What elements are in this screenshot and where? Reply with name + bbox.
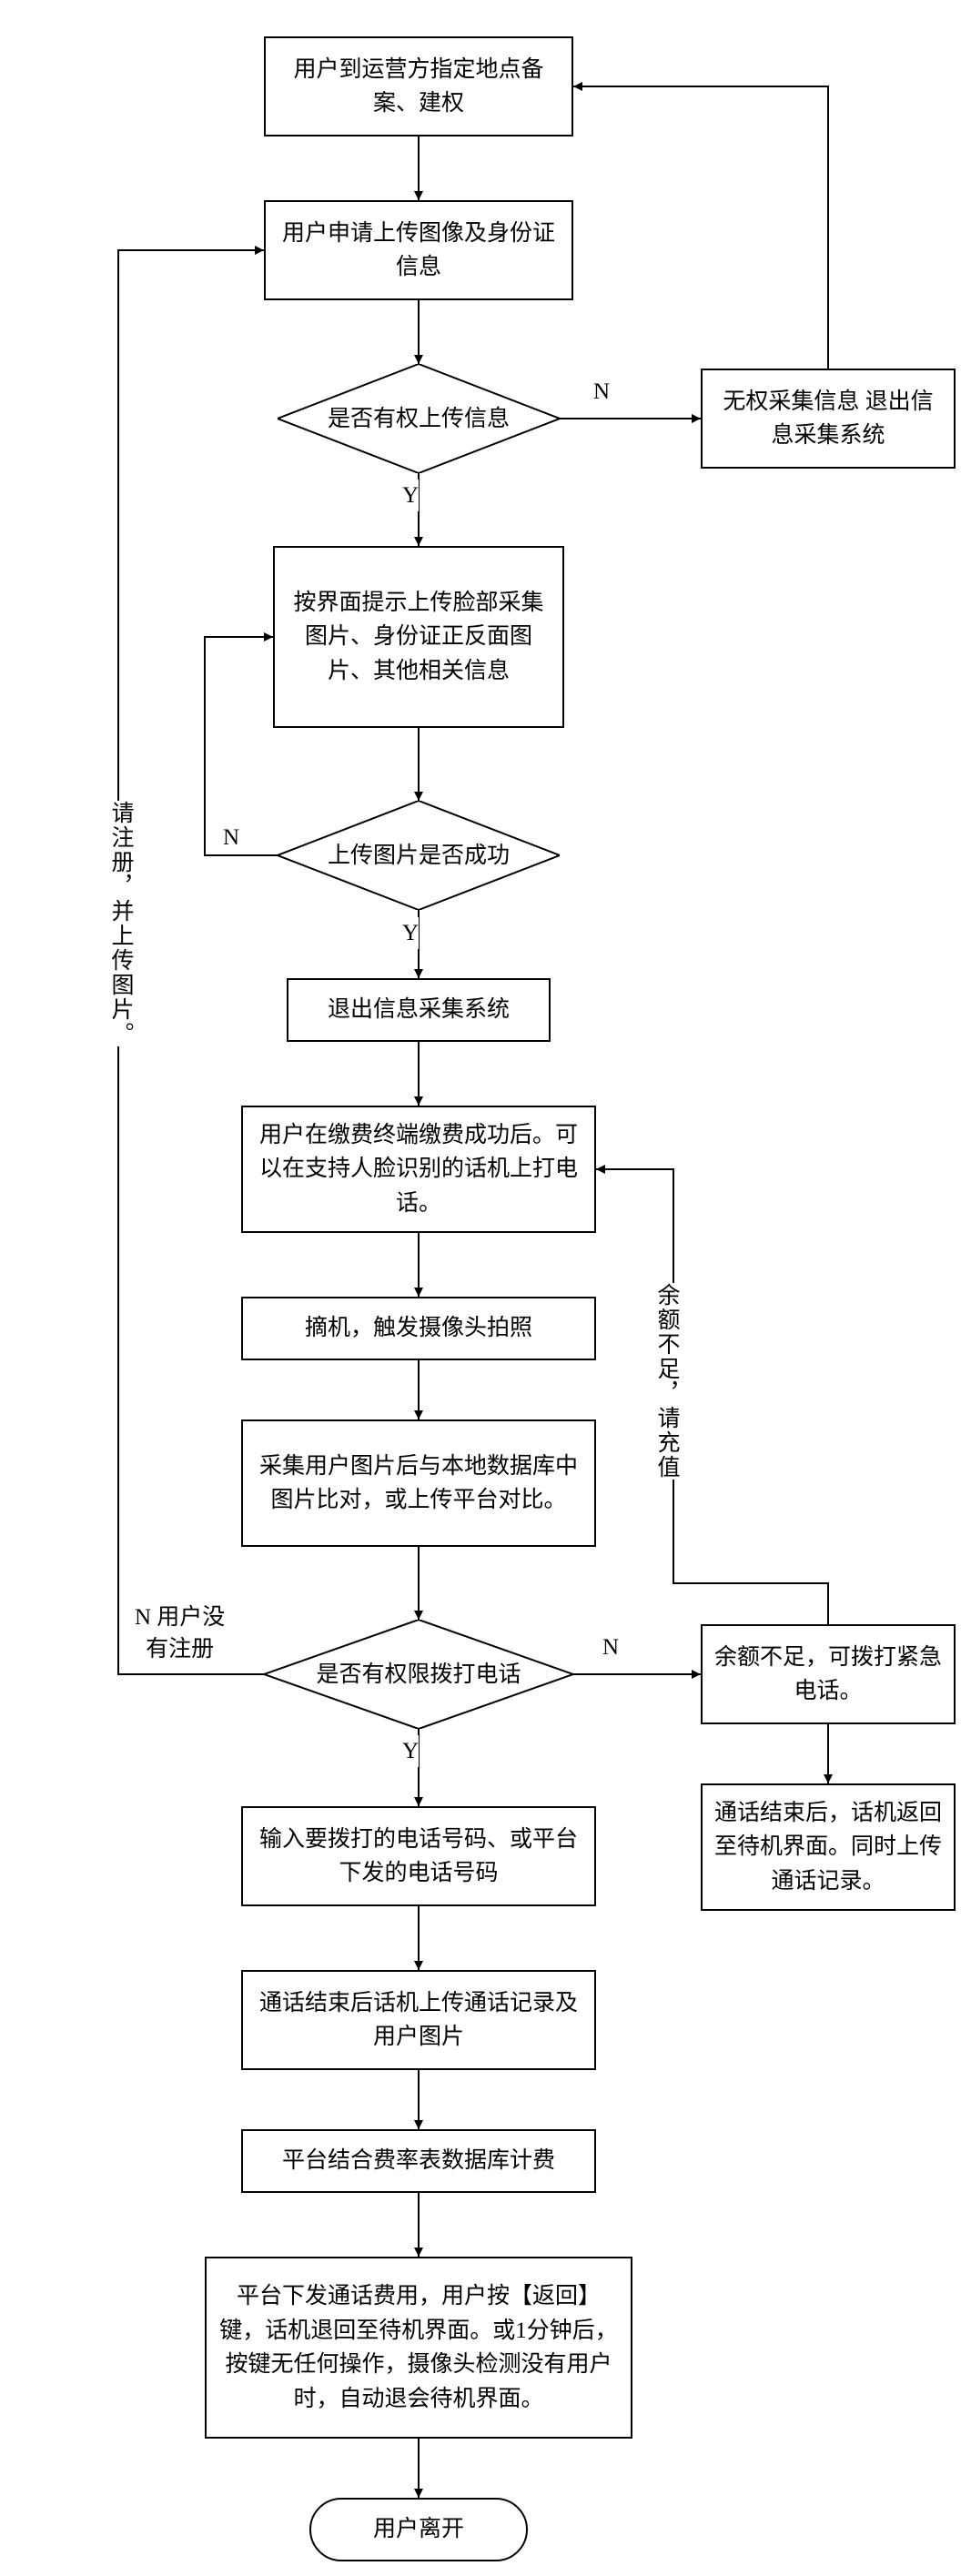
- process-n9: 余额不足，可拨打紧急电话。: [701, 1624, 956, 1724]
- decision-text: 是否有权上传信息: [324, 403, 513, 435]
- process-n3: 无权采集信息 退出信息采集系统: [701, 369, 956, 469]
- node-text: 余额不足，可拨打紧急电话。: [713, 1641, 943, 1709]
- edge-label-l_d3_y: Y: [402, 1735, 419, 1767]
- node-text: 平台结合费率表数据库计费: [282, 2144, 555, 2178]
- node-text: 平台下发通话费用，用户按【返回】键，话机退回至待机界面。或1分钟后，按键无任何操…: [217, 2279, 620, 2416]
- process-n12: 通话结束后话机上传通话记录及用户图片: [241, 1970, 596, 2070]
- edge-label-l_left: 请注册，并上传图片。: [105, 801, 137, 1046]
- node-text: 按界面提示上传脸部采集图片、身份证正反面图片、其他相关信息: [286, 586, 551, 689]
- edge-label-l_d1_n: N: [593, 376, 610, 408]
- node-text: 用户离开: [373, 2512, 464, 2547]
- process-n1: 用户到运营方指定地点备案、建权: [264, 36, 573, 136]
- decision-d3: 是否有权限拨打电话: [264, 1620, 573, 1729]
- process-n6: 用户在缴费终端缴费成功后。可以在支持人脸识别的话机上打电话。: [241, 1106, 596, 1233]
- node-text: 退出信息采集系统: [328, 993, 510, 1027]
- node-text: 通话结束后，话机返回至待机界面。同时上传通话记录。: [713, 1796, 943, 1899]
- process-n4: 按界面提示上传脸部采集图片、身份证正反面图片、其他相关信息: [273, 546, 564, 728]
- decision-text: 上传图片是否成功: [324, 840, 513, 872]
- process-n10: 通话结束后，话机返回至待机界面。同时上传通话记录。: [701, 1783, 956, 1911]
- edge-label-l_d2_n: N: [223, 822, 239, 854]
- node-text: 输入要拨打的电话号码、或平台下发的电话号码: [254, 1823, 583, 1891]
- edge-label-l_d3_nl: N 用户没 有注册: [135, 1601, 225, 1665]
- process-n13: 平台结合费率表数据库计费: [241, 2129, 596, 2193]
- node-text: 用户在缴费终端缴费成功后。可以在支持人脸识别的话机上打电话。: [254, 1118, 583, 1221]
- edge-label-l_d3_n: N: [602, 1631, 619, 1663]
- process-n2: 用户申请上传图像及身份证信息: [264, 200, 573, 300]
- decision-d2: 上传图片是否成功: [278, 801, 560, 910]
- node-text: 通话结束后话机上传通话记录及用户图片: [254, 1986, 583, 2055]
- node-text: 用户到运营方指定地点备案、建权: [277, 53, 561, 121]
- process-n8: 采集用户图片后与本地数据库中图片比对，或上传平台对比。: [241, 1419, 596, 1547]
- process-n7: 摘机，触发摄像头拍照: [241, 1297, 596, 1360]
- node-text: 摘机，触发摄像头拍照: [305, 1311, 532, 1346]
- flowchart-canvas: 用户到运营方指定地点备案、建权用户申请上传图像及身份证信息是否有权上传信息 无权采…: [0, 0, 971, 2576]
- edge-label-l_d2_y: Y: [402, 917, 419, 949]
- process-n11: 输入要拨打的电话号码、或平台下发的电话号码: [241, 1806, 596, 1906]
- decision-d1: 是否有权上传信息: [278, 364, 560, 473]
- node-text: 用户申请上传图像及身份证信息: [277, 217, 561, 285]
- edge-label-l_right: 余额不足，请充值: [651, 1283, 683, 1480]
- decision-text: 是否有权限拨打电话: [312, 1659, 524, 1691]
- process-n14: 平台下发通话费用，用户按【返回】键，话机退回至待机界面。或1分钟后，按键无任何操…: [205, 2257, 632, 2439]
- node-text: 无权采集信息 退出信息采集系统: [713, 385, 943, 453]
- terminator-t1: 用户离开: [309, 2498, 528, 2561]
- process-n5: 退出信息采集系统: [287, 978, 551, 1042]
- node-text: 采集用户图片后与本地数据库中图片比对，或上传平台对比。: [254, 1450, 583, 1518]
- edge-label-l_d1_y: Y: [402, 480, 419, 511]
